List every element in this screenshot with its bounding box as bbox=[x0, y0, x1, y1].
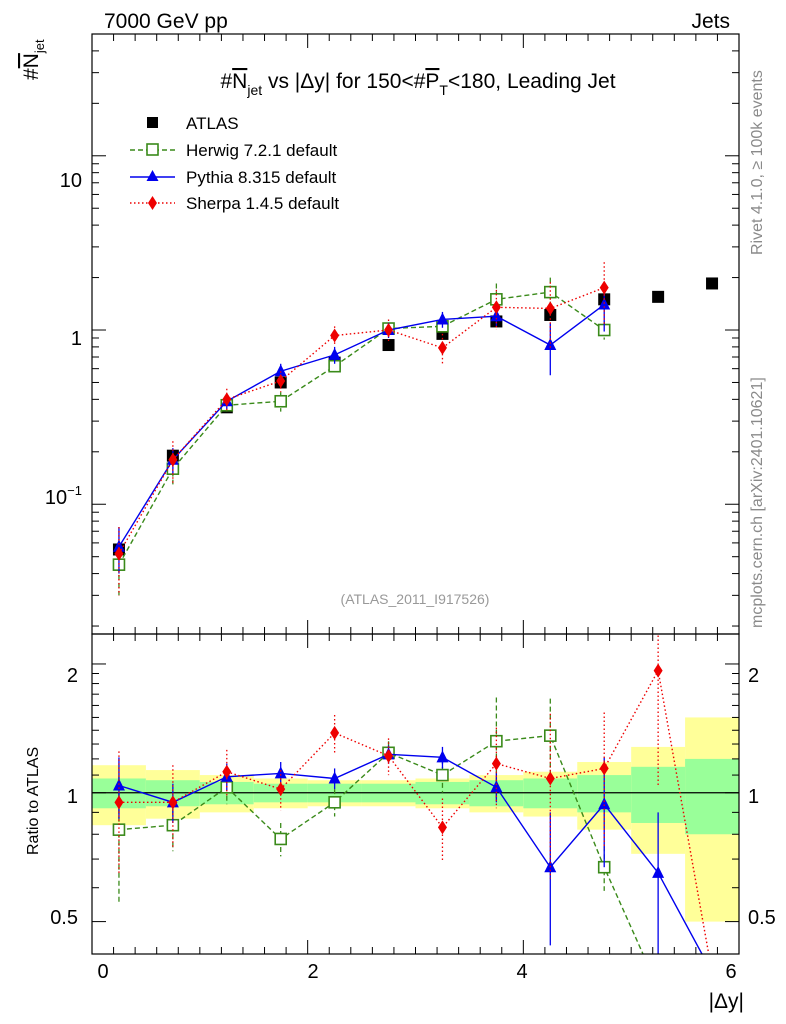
main-point-sherpa-4 bbox=[330, 328, 340, 343]
axis-ticks bbox=[91, 33, 740, 954]
uncertainty-bands bbox=[92, 717, 739, 922]
ratio-point-sherpa-9 bbox=[599, 761, 609, 776]
y-tick-0.1: 10−1 bbox=[45, 483, 82, 509]
ratio-point-pythia-3 bbox=[274, 766, 287, 779]
rivet-label: Rivet 4.1.0, ≥ 100k events bbox=[749, 70, 766, 255]
ratio-point-sherpa-2 bbox=[222, 764, 232, 779]
y-tick-0.1-exp: −1 bbox=[67, 483, 82, 498]
ratio-point-sherpa-7 bbox=[491, 756, 501, 771]
ratio-point-herwig-3 bbox=[274, 832, 288, 846]
ratio-point-sherpa-1 bbox=[168, 795, 178, 810]
y-axis-label: #Njet bbox=[20, 39, 47, 80]
main-point-atlas-10 bbox=[652, 290, 665, 303]
ratio-point-pythia-10 bbox=[652, 865, 665, 878]
main-line-herwig bbox=[118, 291, 605, 566]
legend-label-sherpa: Sherpa 1.4.5 default bbox=[186, 194, 339, 213]
ratio-tick-2-left: 2 bbox=[67, 665, 78, 687]
ratio-tick-05-right: 0.5 bbox=[748, 907, 776, 929]
main-point-sherpa-9 bbox=[599, 280, 609, 295]
ylabel-n: N bbox=[20, 53, 43, 68]
ratio-point-pythia-7 bbox=[490, 780, 503, 793]
ratio-point-sherpa-10 bbox=[653, 663, 663, 678]
main-point-sherpa-0 bbox=[114, 546, 124, 561]
title-n: N bbox=[232, 70, 247, 93]
ratio-series-layer bbox=[112, 634, 710, 954]
main-point-sherpa-6 bbox=[437, 340, 447, 355]
main-point-sherpa-2 bbox=[222, 392, 232, 407]
ylabel-sub: jet bbox=[32, 39, 47, 54]
main-point-pythia-8 bbox=[544, 338, 557, 351]
ratio-point-pythia-9 bbox=[598, 797, 611, 810]
main-point-pythia-4 bbox=[328, 347, 341, 360]
title-p-sub: T bbox=[439, 82, 448, 98]
ratio-tick-1-right: 1 bbox=[748, 786, 759, 808]
title-end: <180, Leading Jet bbox=[448, 70, 616, 93]
title-p: P bbox=[425, 70, 439, 93]
y-tick-1: 1 bbox=[71, 328, 82, 350]
ratio-point-herwig-6 bbox=[436, 768, 449, 782]
process-label: Jets bbox=[691, 10, 730, 33]
ratio-point-sherpa-3 bbox=[276, 782, 286, 797]
main-point-sherpa-8 bbox=[545, 301, 555, 316]
legend-marker-pythia bbox=[146, 170, 159, 181]
ratio-tick-2-right: 2 bbox=[748, 665, 759, 687]
main-point-atlas-5 bbox=[382, 339, 395, 352]
ratio-line-herwig bbox=[118, 734, 644, 954]
legend-marker-atlas bbox=[147, 117, 158, 128]
ratio-point-sherpa-5 bbox=[384, 748, 394, 763]
band-inner-11 bbox=[685, 758, 739, 835]
ratio-point-herwig-8 bbox=[543, 729, 557, 742]
legend-label-herwig: Herwig 7.2.1 default bbox=[186, 141, 337, 160]
mcplots-label: mcplots.cern.ch [arXiv:2401.10621] bbox=[749, 377, 766, 628]
x-tick-0: 0 bbox=[97, 961, 108, 983]
ratio-point-sherpa-0 bbox=[114, 795, 124, 810]
main-line-pythia bbox=[118, 303, 605, 548]
main-point-sherpa-3 bbox=[276, 373, 286, 388]
ratio-tick-05-left: 0.5 bbox=[50, 907, 78, 929]
chart-title: #Njet vs |Δy| for 150<#PT<180, Leading J… bbox=[220, 70, 615, 98]
main-line-sherpa bbox=[118, 287, 605, 555]
title-hash: # bbox=[220, 70, 232, 93]
ylabel-hash: # bbox=[20, 68, 43, 80]
main-point-sherpa-1 bbox=[168, 452, 178, 467]
x-tick-6: 6 bbox=[725, 961, 736, 983]
legend-label-pythia: Pythia 8.315 default bbox=[186, 168, 337, 187]
x-axis-label: |Δy| bbox=[709, 990, 744, 1013]
x-tick-2: 2 bbox=[307, 961, 318, 983]
legend: ATLAS Herwig 7.2.1 default Pythia 8.315 … bbox=[130, 114, 339, 213]
ratio-point-sherpa-8 bbox=[545, 771, 555, 786]
y-tick-10: 10 bbox=[60, 170, 82, 192]
ratio-point-sherpa-6 bbox=[437, 820, 447, 835]
main-point-herwig-8 bbox=[543, 285, 557, 299]
ratio-point-herwig-0 bbox=[112, 823, 126, 836]
ratio-point-pythia-4 bbox=[328, 771, 341, 784]
analysis-label: (ATLAS_2011_I917526) bbox=[341, 591, 490, 607]
legend-label-atlas: ATLAS bbox=[186, 114, 239, 133]
title-n-sub: jet bbox=[246, 82, 262, 98]
legend-marker-herwig bbox=[146, 143, 159, 156]
y-tick-0.1-base: 10 bbox=[45, 487, 67, 509]
main-point-herwig-3 bbox=[274, 394, 288, 408]
ratio-point-pythia-6 bbox=[436, 750, 449, 763]
ratio-y-axis-label: Ratio to ATLAS bbox=[25, 747, 42, 855]
main-point-sherpa-5 bbox=[384, 323, 394, 338]
main-point-pythia-3 bbox=[274, 364, 287, 377]
main-point-atlas-11 bbox=[706, 277, 719, 290]
legend-marker-sherpa bbox=[148, 196, 157, 210]
x-tick-4: 4 bbox=[516, 961, 527, 983]
title-mid: vs |Δy| for 150<# bbox=[262, 70, 426, 93]
main-point-pythia-0 bbox=[112, 539, 125, 552]
ratio-line-pythia bbox=[118, 753, 703, 954]
main-point-pythia-6 bbox=[436, 312, 449, 325]
main-point-sherpa-7 bbox=[491, 300, 501, 315]
ratio-point-herwig-4 bbox=[328, 796, 341, 809]
ratio-tick-1-left: 1 bbox=[67, 786, 78, 808]
ratio-point-sherpa-4 bbox=[330, 725, 340, 740]
energy-label: 7000 GeV pp bbox=[104, 10, 228, 33]
main-series-layer bbox=[112, 262, 719, 596]
